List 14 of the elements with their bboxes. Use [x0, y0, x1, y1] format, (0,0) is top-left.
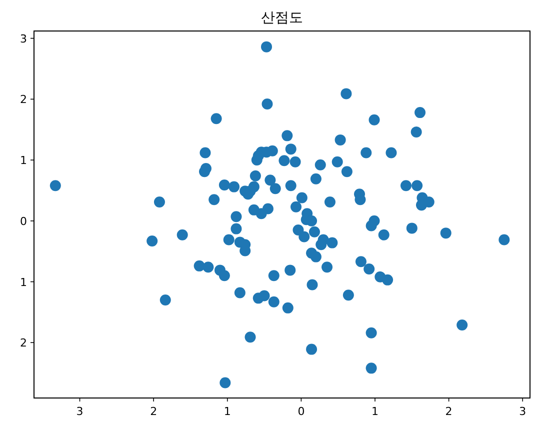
x-tick-label: 0: [298, 405, 305, 418]
x-tick-label: 2: [445, 405, 452, 418]
y-tick-label: 0: [20, 214, 27, 228]
y-tick-label: 2: [20, 93, 27, 106]
y-tick-label: 3: [20, 32, 27, 46]
chart-title: 산점도: [261, 10, 303, 26]
x-tick-label: 2: [150, 405, 158, 418]
x-tick-label: 1: [372, 405, 378, 418]
y-tick-label: 1: [20, 276, 27, 289]
x-tick-label: 3: [76, 405, 84, 418]
y-tick-label: 2: [20, 336, 27, 350]
x-tick-label: 1: [224, 405, 231, 418]
x-tick-label: 3: [519, 405, 526, 418]
y-tick-label: 1: [20, 154, 27, 168]
